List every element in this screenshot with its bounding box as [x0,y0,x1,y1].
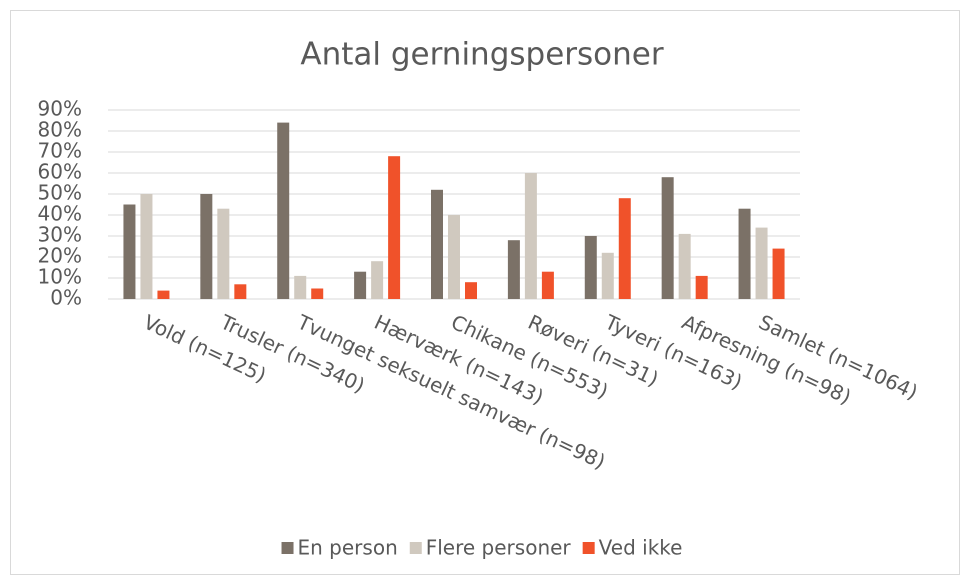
y-tick-label: 0% [50,286,82,310]
y-tick-label: 80% [38,118,82,142]
bar [294,275,307,299]
chart-border [10,10,960,575]
bar [541,271,554,299]
bar [200,194,213,299]
bar [678,233,691,299]
bar [371,261,384,299]
bar [524,173,537,299]
legend-swatch [281,542,294,554]
bar [772,248,785,299]
y-tick-label: 40% [38,202,82,226]
bar [584,236,597,299]
bar [277,122,290,299]
chart-title: Antal gerningspersoner [300,37,663,73]
legend-label: Flere personer [426,536,572,560]
bar [465,282,477,299]
bar [157,290,170,299]
bar [448,215,460,299]
y-tick-label: 60% [38,160,82,184]
bar [695,275,708,299]
legend-swatch [409,542,422,554]
bar [431,189,443,299]
bar [354,271,367,299]
bar [311,288,324,299]
y-tick-label: 90% [38,97,82,121]
bar [601,252,614,299]
y-tick-label: 20% [38,244,82,268]
bar [507,240,520,299]
y-tick-label: 50% [38,181,82,205]
y-tick-label: 10% [38,265,82,289]
bar [388,156,401,299]
y-tick-label: 30% [38,223,82,247]
bar [755,227,768,299]
legend-swatch [582,542,595,554]
bar [661,177,674,299]
bar [618,198,631,299]
bar [140,194,153,299]
legend-label: En person [298,536,398,560]
legend-label: Ved ikke [599,536,683,560]
bar [738,208,751,299]
bar [234,284,247,299]
bar [123,204,136,299]
y-tick-label: 70% [38,139,82,163]
bar [217,208,230,299]
